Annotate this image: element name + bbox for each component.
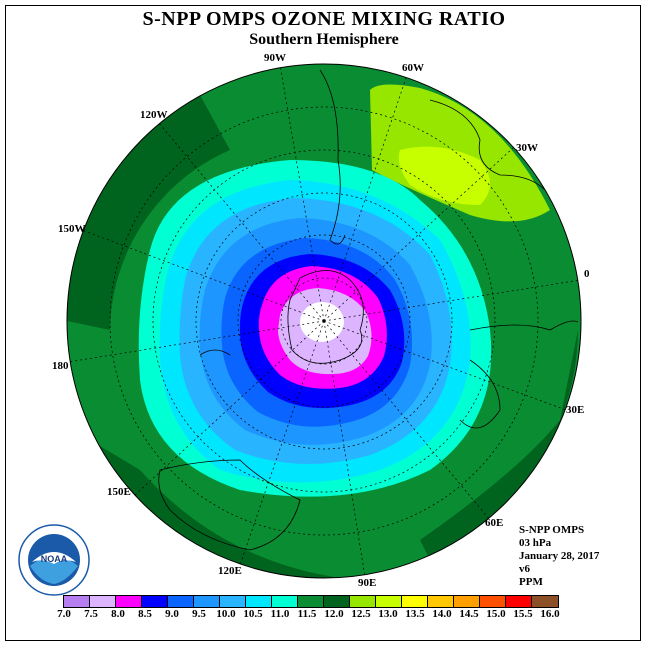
info-version: v6 [519, 563, 530, 575]
colorbar-tick-label: 12.0 [324, 608, 344, 620]
colorbar-tick-label: 11.5 [297, 608, 317, 620]
info-date: January 28, 2017 [519, 550, 600, 562]
colorbar-tick-label: 7.0 [57, 608, 71, 620]
colorbar-segment [246, 596, 272, 607]
lon-label-60w: 60W [402, 62, 424, 74]
lon-label-150w: 150W [58, 223, 86, 235]
ozone-contours [67, 64, 581, 578]
info-units: PPM [519, 576, 543, 588]
colorbar-tick-label: 15.0 [486, 608, 506, 620]
colorbar-segment [64, 596, 90, 607]
map-boundary [66, 63, 582, 579]
graticule [67, 64, 581, 578]
colorbar-segment [220, 596, 246, 607]
lon-label-120w: 120W [140, 109, 168, 121]
colorbar-tick-label: 16.0 [540, 608, 560, 620]
colorbar-tick-label: 15.5 [513, 608, 533, 620]
lon-label-120e: 120E [218, 565, 242, 577]
colorbar-segment [428, 596, 454, 607]
colorbar-segment [90, 596, 116, 607]
colorbar-tick-label: 9.5 [192, 608, 206, 620]
product-info: S-NPP OMPS 03 hPa January 28, 2017 v6 PP… [519, 524, 599, 589]
colorbar-segment [298, 596, 324, 607]
svg-text:NOAA: NOAA [41, 554, 68, 564]
colorbar-tick-label: 10.0 [216, 608, 236, 620]
colorbar-ticks: 7.0 7.5 8.0 8.5 9.0 9.5 10.0 10.5 11.0 11.5 12.0 12… [0, 608, 648, 622]
colorbar-segment [454, 596, 480, 607]
colorbar [63, 595, 559, 608]
lon-label-30e: 30E [566, 404, 585, 416]
colorbar-tick-label: 10.5 [243, 608, 263, 620]
lon-label-0: 0 [584, 268, 590, 280]
colorbar-segment [480, 596, 506, 607]
colorbar-segment [168, 596, 194, 607]
colorbar-tick-label: 8.0 [111, 608, 125, 620]
colorbar-segment [376, 596, 402, 607]
lon-label-180: 180 [52, 360, 69, 372]
colorbar-segment [116, 596, 142, 607]
colorbar-segment [350, 596, 376, 607]
lon-label-60e: 60E [485, 517, 504, 529]
info-level: 03 hPa [519, 537, 552, 549]
plot-frame [5, 5, 641, 641]
colorbar-tick-label: 13.5 [405, 608, 425, 620]
lon-label-150e: 150E [107, 486, 131, 498]
lon-label-90e: 90E [358, 577, 377, 589]
colorbar-segment [324, 596, 350, 607]
colorbar-segment [506, 596, 532, 607]
colorbar-segment [402, 596, 428, 607]
colorbar-tick-label: 8.5 [138, 608, 152, 620]
lon-label-90w: 90W [264, 52, 286, 64]
colorbar-tick-label: 12.5 [351, 608, 371, 620]
info-instrument: S-NPP OMPS [519, 524, 585, 536]
colorbar-tick-label: 7.5 [84, 608, 98, 620]
colorbar-tick-label: 13.0 [378, 608, 398, 620]
colorbar-tick-label: 14.5 [459, 608, 479, 620]
colorbar-tick-label: 14.0 [432, 608, 452, 620]
colorbar-segment [142, 596, 168, 607]
colorbar-segment [532, 596, 558, 607]
map-title: S-NPP OMPS OZONE MIXING RATIO [142, 8, 506, 30]
colorbar-segment [272, 596, 298, 607]
lon-label-30w: 30W [516, 142, 538, 154]
colorbar-tick-label: 11.0 [270, 608, 290, 620]
colorbar-segment [194, 596, 220, 607]
colorbar-tick-label: 9.0 [165, 608, 179, 620]
map-subtitle: Southern Hemisphere [249, 31, 399, 48]
noaa-logo-icon: NOAA [18, 524, 90, 596]
